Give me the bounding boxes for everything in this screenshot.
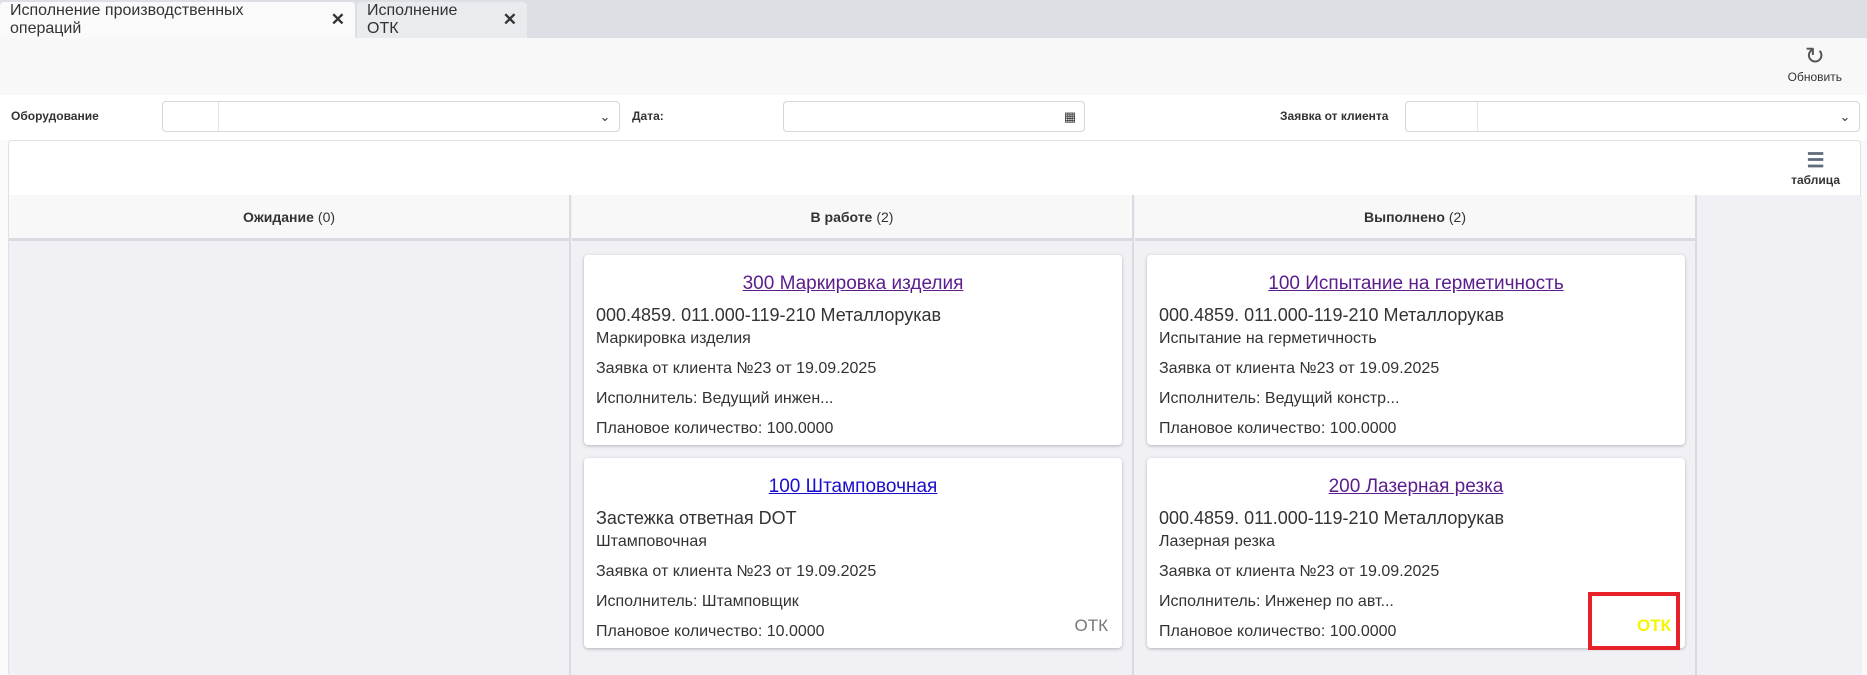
column-title: Выполнено	[1364, 208, 1445, 225]
card-product: Застежка ответная DOT	[596, 508, 797, 528]
close-icon[interactable]: ✕	[502, 10, 517, 29]
table-view-label: таблица	[1791, 173, 1840, 187]
card-product: 000.4859. 011.000-119-210 Металлорукав	[1159, 508, 1505, 528]
column-header: Выполнено (2)	[1135, 195, 1695, 241]
card-quantity: Плановое количество: 100.0000	[1159, 623, 1397, 640]
refresh-icon: ↻	[1804, 43, 1825, 70]
list-icon: ☰	[1806, 150, 1825, 172]
date-input[interactable]: ▦	[783, 101, 1085, 132]
column-title: В работе	[810, 208, 873, 225]
card-executor: Исполнитель: Инженер по авт...	[1159, 593, 1394, 610]
operation-card[interactable]: 200 Лазерная резка 000.4859. 011.000-119…	[1147, 458, 1685, 648]
chevron-down-icon: ⌄	[1839, 108, 1851, 124]
card-operation: Маркировка изделия	[596, 330, 751, 347]
columns: Ожидание (0) В работе (2) 300 Маркировка из…	[9, 195, 1862, 675]
card-order: Заявка от клиента №23 от 19.09.2025	[1159, 563, 1440, 580]
table-view-button[interactable]: ☰ таблица	[1791, 149, 1840, 187]
card-title-link[interactable]: 200 Лазерная резка	[1328, 476, 1504, 497]
chevron-down-icon: ⌄	[599, 108, 611, 124]
refresh-label: Обновить	[1787, 70, 1842, 84]
card-executor: Исполнитель: Ведущий констр...	[1159, 390, 1400, 407]
order-label: Заявка от клиента	[1280, 109, 1389, 123]
column-count: (2)	[1448, 208, 1466, 225]
card-operation: Лазерная резка	[1159, 533, 1276, 550]
column-header: Ожидание (0)	[9, 195, 569, 241]
column-count: (0)	[317, 208, 336, 225]
refresh-button[interactable]: ↻ Обновить	[1787, 43, 1842, 85]
highlight-box	[1588, 592, 1680, 650]
operation-card[interactable]: 100 Испытание на герметичность 000.4859.…	[1147, 255, 1685, 445]
card-quantity: Плановое количество: 10.0000	[596, 623, 825, 640]
card-product: 000.4859. 011.000-119-210 Металлорукав	[596, 305, 942, 325]
card-quantity: Плановое количество: 100.0000	[1159, 420, 1397, 437]
column-count: (2)	[876, 208, 894, 225]
card-product: 000.4859. 011.000-119-210 Металлорукав	[1159, 305, 1505, 325]
card-operation: Штамповочная	[596, 533, 707, 550]
tab-production-operations[interactable]: Исполнение производственных операций ✕	[0, 2, 355, 38]
date-label: Дата:	[632, 109, 664, 123]
card-order: Заявка от клиента №23 от 19.09.2025	[596, 563, 877, 580]
operation-card[interactable]: 100 Штамповочная Застежка ответная DOT Ш…	[584, 458, 1122, 648]
close-icon[interactable]: ✕	[330, 10, 345, 29]
otk-label[interactable]: ОТК	[1637, 616, 1671, 635]
calendar-icon[interactable]: ▦	[1063, 108, 1077, 124]
toolbar: ↻ Обновить	[0, 38, 1867, 95]
tab-label: Исполнение ОТК	[367, 2, 458, 37]
column-header: В работе (2)	[572, 195, 1132, 241]
operation-card[interactable]: 300 Маркировка изделия 000.4859. 011.000…	[584, 255, 1122, 445]
card-quantity: Плановое количество: 100.0000	[596, 420, 834, 437]
equipment-label: Оборудование	[11, 109, 99, 123]
card-title-link[interactable]: 100 Испытание на герметичность	[1268, 273, 1564, 294]
card-order: Заявка от клиента №23 от 19.09.2025	[1159, 360, 1440, 377]
filters: Оборудование ⌄ Дата: ▦ Заявка от клиента…	[0, 95, 1867, 140]
card-operation: Испытание на герметичность	[1159, 330, 1377, 347]
card-executor: Исполнитель: Ведущий инжен...	[596, 390, 834, 407]
column-2: Выполнено (2) 100 Испытание на герметично…	[1135, 195, 1697, 675]
column-title: Ожидание	[242, 208, 314, 225]
tab-label: Исполнение производственных операций	[10, 2, 244, 37]
card-title-link[interactable]: 100 Штамповочная	[768, 476, 938, 497]
column-1: В работе (2) 300 Маркировка изделия 000.4…	[572, 195, 1134, 675]
card-title-link[interactable]: 300 Маркировка изделия	[742, 273, 964, 294]
tab-bar: Исполнение производственных операций ✕ Ис…	[0, 0, 1867, 38]
column-0: Ожидание (0)	[9, 195, 571, 675]
card-executor: Исполнитель: Штамповщик	[596, 593, 799, 610]
equipment-select[interactable]: ⌄	[162, 101, 620, 132]
order-select[interactable]: ⌄	[1405, 101, 1860, 132]
card-order: Заявка от клиента №23 от 19.09.2025	[596, 360, 877, 377]
otk-label[interactable]: ОТК	[1074, 616, 1108, 635]
tab-otk[interactable]: Исполнение ОТК ✕	[357, 2, 527, 38]
kanban-board: ☰ таблица Ожидание (0) В работе (2) 300 Мар…	[8, 140, 1862, 675]
